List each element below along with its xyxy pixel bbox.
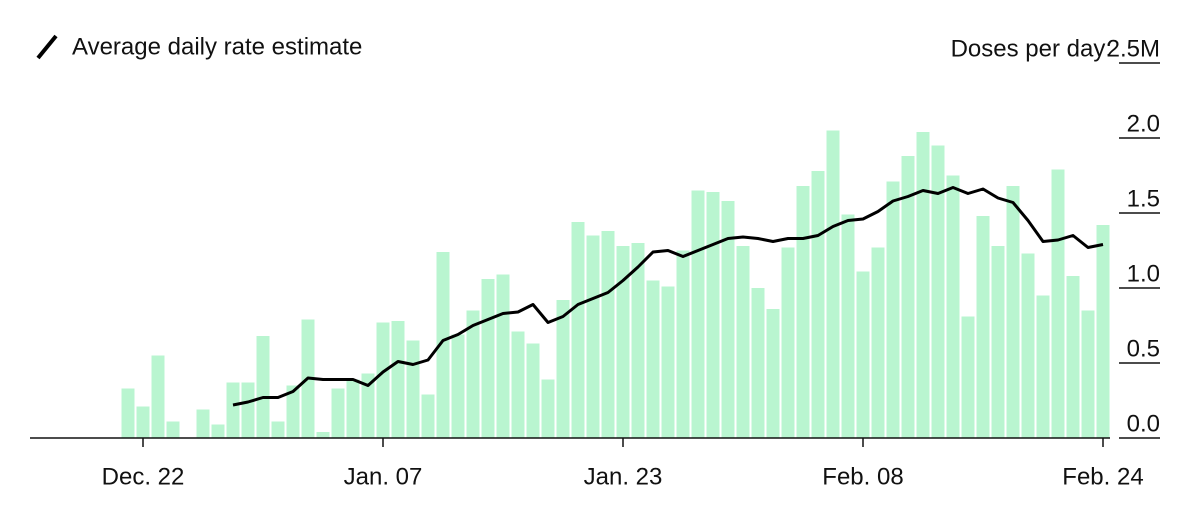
bar — [796, 186, 810, 438]
bar — [766, 309, 780, 438]
bar — [901, 156, 915, 438]
bar — [691, 190, 705, 438]
bar — [961, 316, 975, 438]
x-tick-label: Jan. 23 — [584, 463, 663, 490]
x-tick-label: Feb. 08 — [822, 463, 903, 490]
y-tick-label: 1.5 — [1127, 185, 1160, 212]
bar — [166, 421, 180, 438]
bar — [811, 171, 825, 438]
bar — [646, 280, 660, 438]
bar — [631, 243, 645, 438]
bar — [361, 373, 375, 438]
legend-label: Average daily rate estimate — [72, 33, 362, 60]
bar — [946, 175, 960, 438]
bar — [571, 222, 585, 438]
bar — [1051, 169, 1065, 438]
y-tick-label: 2.0 — [1127, 110, 1160, 137]
y-tick-label: 0.0 — [1127, 410, 1160, 437]
line — [232, 186, 1104, 407]
bar — [1021, 253, 1035, 438]
bar — [601, 231, 615, 438]
bar — [421, 394, 435, 438]
bar — [1006, 186, 1020, 438]
bar — [751, 288, 765, 438]
bar — [661, 286, 675, 438]
bar — [526, 343, 540, 438]
y-tick-label: 0.5 — [1127, 335, 1160, 362]
bar — [481, 279, 495, 438]
bar — [241, 382, 255, 438]
bar — [196, 409, 210, 438]
y-tick-label: 2.5M — [1107, 35, 1160, 62]
bar — [316, 432, 330, 438]
bar — [391, 321, 405, 438]
legend-icon — [36, 34, 58, 60]
x-tick-label: Feb. 24 — [1062, 463, 1143, 490]
bar — [706, 192, 720, 438]
bar — [331, 388, 345, 438]
bar — [1096, 225, 1110, 438]
bar — [226, 382, 240, 438]
bar — [346, 379, 360, 438]
bar — [406, 340, 420, 438]
bar — [1081, 310, 1095, 438]
bar — [436, 252, 450, 438]
bar — [991, 246, 1005, 438]
bar — [721, 201, 735, 438]
bar — [1066, 276, 1080, 438]
x-tick-label: Jan. 07 — [344, 463, 423, 490]
bar — [586, 235, 600, 438]
bar — [511, 331, 525, 438]
y-axis-label: Doses per day: — [951, 35, 1112, 62]
bar — [886, 181, 900, 438]
bar — [286, 385, 300, 438]
bar — [736, 246, 750, 438]
bar — [271, 421, 285, 438]
bar — [496, 274, 510, 438]
y-tick-label: 1.0 — [1127, 260, 1160, 287]
bar — [256, 336, 270, 438]
bar — [466, 310, 480, 438]
bar — [976, 216, 990, 438]
bar — [856, 271, 870, 438]
bar — [781, 247, 795, 438]
bar — [541, 379, 555, 438]
bar — [211, 424, 225, 438]
bar — [121, 388, 135, 438]
bar — [676, 250, 690, 438]
bar — [136, 406, 150, 438]
bar — [451, 334, 465, 438]
bar — [841, 214, 855, 438]
bar — [616, 246, 630, 438]
bar — [871, 247, 885, 438]
bar — [931, 145, 945, 438]
bar — [1036, 295, 1050, 438]
bar — [916, 132, 930, 438]
bar — [151, 355, 165, 438]
bar — [376, 322, 390, 438]
x-tick-label: Dec. 22 — [102, 463, 185, 490]
bar — [826, 130, 840, 438]
bar — [556, 300, 570, 438]
